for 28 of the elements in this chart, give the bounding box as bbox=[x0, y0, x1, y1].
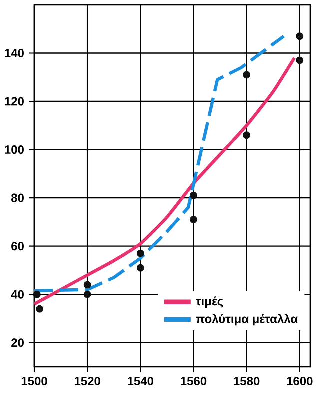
y-tick-label: 100 bbox=[5, 146, 24, 154]
x-tick-label: 1540 bbox=[128, 377, 154, 386]
y-tick-label: 40 bbox=[12, 290, 24, 299]
point bbox=[137, 264, 145, 272]
x-tick-label: 1520 bbox=[75, 377, 101, 386]
x-tick-label: 1500 bbox=[22, 377, 48, 386]
point bbox=[296, 32, 304, 40]
y-tick-label: 80 bbox=[12, 194, 24, 202]
y-tick-label: 140 bbox=[5, 49, 24, 58]
y-tick-label: 120 bbox=[5, 97, 24, 106]
point bbox=[36, 305, 44, 313]
point bbox=[137, 250, 145, 258]
line-series bbox=[34, 56, 296, 306]
legend-label: πολύτιμα μέταλλα bbox=[196, 314, 298, 326]
x-tick-label: 1580 bbox=[234, 377, 260, 386]
point bbox=[190, 216, 198, 224]
x-tick-label: 1600 bbox=[288, 377, 313, 386]
x-tick-label: 1560 bbox=[181, 377, 207, 386]
point bbox=[34, 290, 42, 298]
y-tick-label: 20 bbox=[12, 338, 24, 348]
legend-label: τιμές bbox=[196, 296, 224, 308]
point bbox=[84, 281, 92, 289]
point bbox=[84, 290, 92, 298]
point bbox=[243, 71, 251, 79]
point bbox=[296, 56, 304, 64]
y-tick-label: 60 bbox=[12, 242, 24, 251]
point bbox=[243, 132, 251, 140]
point bbox=[190, 192, 198, 200]
